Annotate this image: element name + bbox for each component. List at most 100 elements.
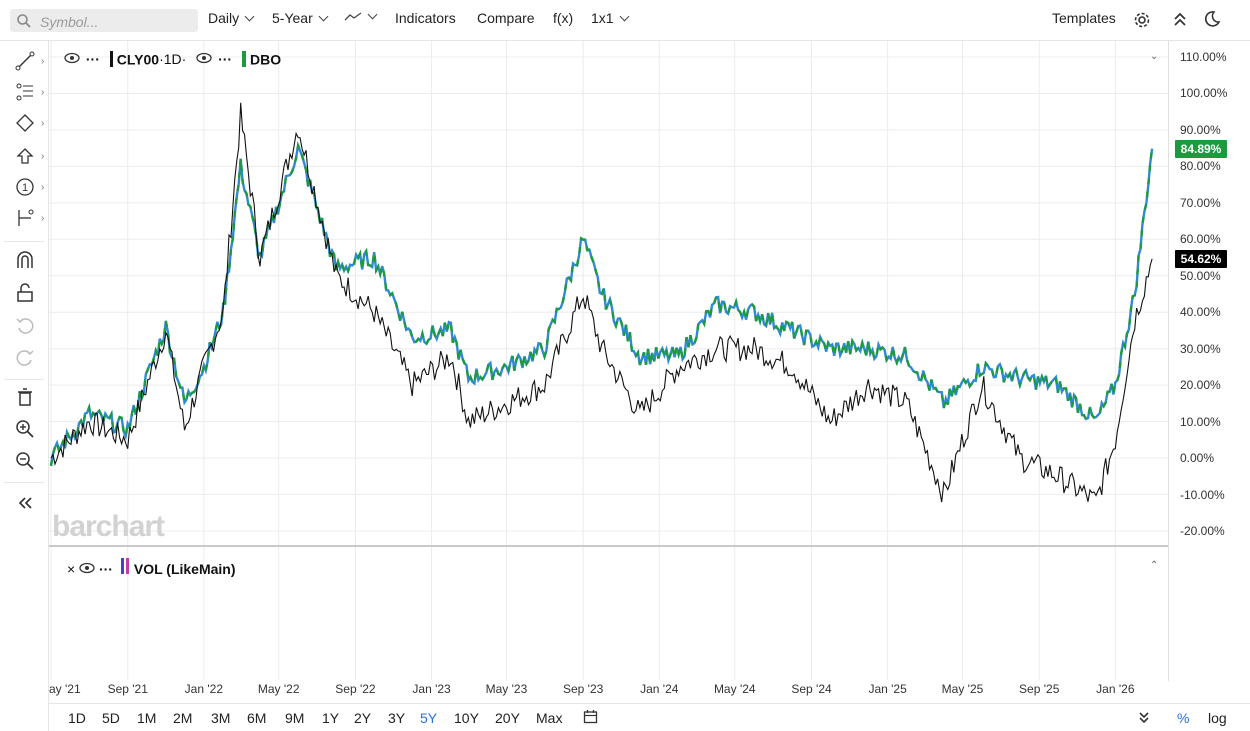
y-tick-label: 50.00% [1180, 268, 1221, 283]
number-marker-icon[interactable]: 1 › [14, 176, 44, 198]
symbol-search-input[interactable] [38, 11, 192, 32]
settings-icon[interactable] [1133, 11, 1151, 32]
current-value-tag: 54.62% [1175, 249, 1227, 268]
chevron-down-icon [244, 11, 255, 22]
range-button-6m[interactable]: 6M [247, 710, 267, 726]
x-tick-label: Sep '25 [1019, 682, 1060, 696]
eye-icon[interactable] [79, 561, 95, 577]
eye-icon[interactable] [196, 51, 212, 67]
compare-color-swatch [241, 51, 246, 68]
range-button-20y[interactable]: 20Y [495, 710, 520, 726]
toolbar-divider [4, 482, 44, 483]
pane-chevron-up-icon[interactable]: ⌃ [1150, 560, 1159, 571]
templates-button[interactable]: Templates [1052, 10, 1116, 26]
chevron-right-icon: › [41, 213, 45, 224]
range-button-1m[interactable]: 1M [137, 710, 157, 726]
watermark-logo: barchart [52, 510, 165, 543]
range-button-2y[interactable]: 2Y [354, 710, 372, 726]
x-tick-label: Jan '24 [640, 682, 679, 696]
main-interval-label: ·1D· [159, 51, 187, 68]
interval-label: Daily [208, 10, 240, 26]
lock-icon[interactable] [14, 282, 36, 304]
volume-color-swatch [125, 558, 129, 574]
collapse-icon[interactable] [14, 492, 36, 514]
price-chart[interactable] [49, 41, 1168, 546]
compare-symbol-label[interactable]: DBO [249, 51, 282, 68]
dark-mode-icon[interactable] [1203, 10, 1221, 31]
eye-icon[interactable] [64, 51, 80, 67]
y-tick-label: 100.00% [1180, 86, 1228, 101]
series-line-dbo [49, 141, 1154, 466]
pane-chevron-down-icon[interactable]: ⌄ [1150, 51, 1159, 62]
x-axis[interactable]: ay '21 Sep '21 Jan '22 May '22 Sep '22 Jan '2… [49, 680, 1168, 702]
series-line-dbo-blue [49, 141, 1154, 466]
range-button-5y[interactable]: 5Y [420, 710, 438, 726]
chart-type-dropdown[interactable] [344, 8, 378, 24]
chevron-right-icon: › [41, 87, 45, 98]
symbol-search-box[interactable] [10, 9, 198, 32]
expand-down-icon[interactable] [1138, 710, 1150, 727]
line-chart-icon [344, 12, 362, 21]
chevron-right-icon: › [41, 151, 45, 162]
more-options-icon[interactable]: ··· [98, 561, 113, 577]
y-tick-label: 20.00% [1180, 378, 1221, 393]
volume-label[interactable]: VOL (LikeMain) [133, 561, 236, 577]
trash-icon[interactable] [14, 386, 36, 408]
percent-scale-toggle[interactable]: % [1177, 710, 1190, 726]
x-tick-label: Sep '24 [791, 682, 832, 696]
redo-icon[interactable] [14, 346, 36, 368]
collapse-toolbar-icon[interactable] [1173, 11, 1187, 30]
layout-label: 1x1 [591, 10, 614, 26]
zoom-in-icon[interactable] [14, 418, 36, 440]
y-tick-label: 70.00% [1180, 195, 1221, 210]
range-button-2m[interactable]: 2M [173, 710, 193, 726]
zoom-out-icon[interactable] [14, 450, 36, 472]
main-symbol-label[interactable]: CLY00 [116, 51, 160, 68]
y-tick-label: -20.00% [1180, 524, 1225, 538]
range-button-3y[interactable]: 3Y [388, 710, 406, 726]
close-icon[interactable]: × [67, 561, 76, 577]
y-tick-label: 60.00% [1180, 232, 1221, 247]
range-button-5d[interactable]: 5D [102, 710, 120, 726]
svg-text:1: 1 [22, 182, 28, 194]
x-tick-label: Sep '23 [563, 682, 604, 696]
top-toolbar: Daily 5-Year Indicators Compare f(x) 1x1… [0, 0, 1250, 41]
function-button[interactable]: f(x) [553, 10, 574, 26]
compare-button[interactable]: Compare [477, 10, 535, 26]
x-tick-label: ay '21 [49, 682, 81, 696]
series-color-swatch [109, 51, 113, 68]
x-tick-label: Jan '23 [412, 682, 451, 696]
indicators-button[interactable]: Indicators [395, 10, 456, 26]
x-tick-label: Jan '25 [868, 682, 907, 696]
period-dropdown[interactable]: 5-Year [272, 10, 329, 26]
chevron-right-icon: › [41, 182, 45, 193]
range-button-max[interactable]: Max [536, 710, 563, 726]
magnet-icon[interactable] [14, 249, 36, 271]
toolbar-divider [4, 241, 44, 242]
range-button-9m[interactable]: 9M [285, 710, 305, 726]
range-button-10y[interactable]: 10Y [454, 710, 479, 726]
x-tick-label: May '25 [941, 682, 984, 696]
shapes-icon[interactable]: › [14, 112, 44, 134]
layout-dropdown[interactable]: 1x1 [591, 10, 630, 26]
y-tick-label: 80.00% [1180, 159, 1221, 174]
more-options-icon[interactable]: ··· [218, 51, 233, 68]
toolbar-divider [4, 379, 44, 380]
pane-divider[interactable] [49, 545, 1168, 547]
calendar-icon[interactable] [583, 709, 598, 727]
range-button-3m[interactable]: 3M [211, 710, 231, 726]
trendline-icon[interactable]: › [14, 50, 44, 72]
y-tick-label: 90.00% [1180, 122, 1221, 137]
measure-icon[interactable]: › [14, 207, 44, 229]
y-axis[interactable]: 110.00% 100.00% 90.00% 80.00% 70.00% 60.00% 50… [1168, 41, 1250, 681]
arrow-up-icon[interactable]: › [14, 145, 44, 167]
log-scale-toggle[interactable]: log [1208, 710, 1227, 726]
undo-icon[interactable] [14, 314, 36, 336]
x-tick-label: May '24 [713, 682, 756, 696]
volume-pane[interactable] [49, 547, 1168, 680]
more-options-icon[interactable]: ··· [85, 51, 100, 68]
range-button-1y[interactable]: 1Y [322, 710, 340, 726]
interval-dropdown[interactable]: Daily [208, 10, 255, 26]
fibonacci-icon[interactable]: › [14, 81, 44, 103]
range-button-1d[interactable]: 1D [68, 710, 86, 726]
